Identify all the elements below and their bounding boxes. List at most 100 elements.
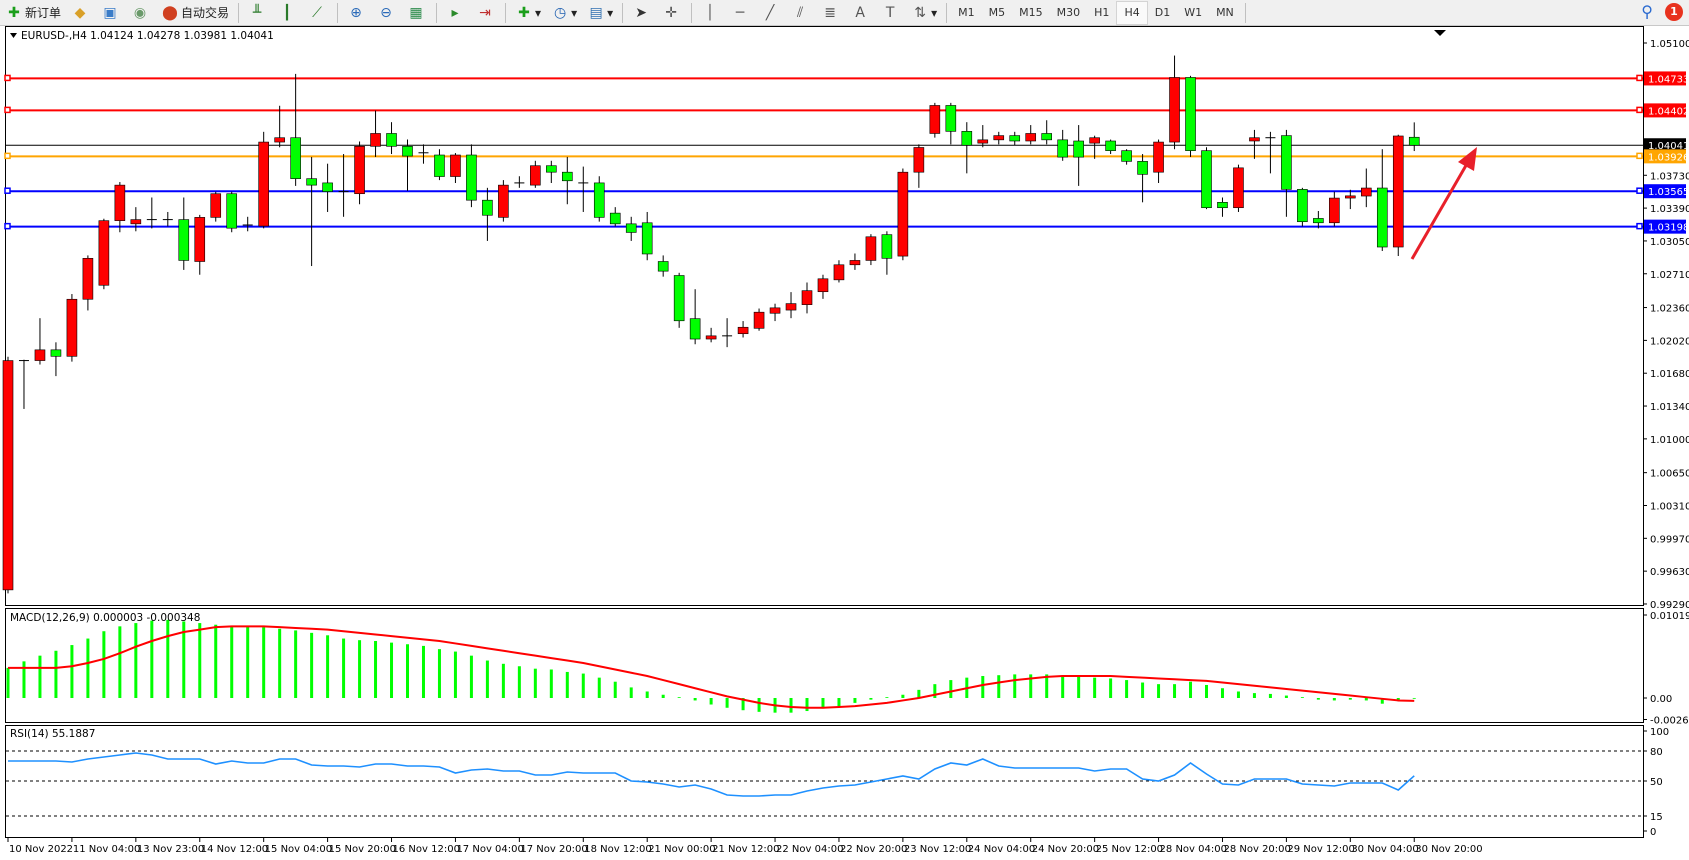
level-handle-icon[interactable] [1636,152,1643,160]
candle [498,180,509,222]
crosshair-button[interactable]: ✛ [658,2,686,24]
price-tick-label: 1.02020 [1650,336,1689,347]
auto-trading-button[interactable]: ⬤ 自动交易 [157,2,233,24]
candle-body [546,165,557,173]
candlestick-chart-icon: ┃ [282,4,292,21]
candle [2,356,14,594]
level-handle-icon[interactable] [1636,222,1643,230]
time-label: 13 Nov 23:00 [137,844,204,855]
fibonacci-button[interactable]: ≣ [817,2,845,24]
chart-shift-marker-icon[interactable] [1434,30,1446,36]
zoom-in-button[interactable]: ⊕ [343,2,371,24]
macd-histogram-bar [294,630,298,698]
macd-histogram-bar [869,698,873,700]
arrows-button[interactable]: ⇅ ▾ [907,2,941,24]
auto-scroll-button[interactable]: ▸ [442,2,470,24]
text-label-icon: T [885,4,895,21]
tile-windows-button[interactable]: ▦ [403,2,431,24]
candle-body [1073,140,1084,158]
candle [258,131,269,229]
candle [290,73,301,186]
price-axis: 1.05100 1.03730 1.03390 1.03050 1.02710 1.023… [1643,39,1689,611]
timeframe-m15[interactable]: M15 [1019,6,1043,19]
candle-body [1233,167,1244,209]
macd-histogram-bar [1380,698,1384,704]
macd-histogram-bar [1316,698,1320,700]
macd-histogram-bar [1109,678,1113,698]
candle [1392,134,1404,256]
macd-histogram-bar [38,655,42,698]
vertical-line-button[interactable]: │ [697,2,725,24]
candle-body [1185,77,1196,151]
bar-chart-icon: ╨ [252,4,262,21]
button-label: ▾ [607,5,614,20]
timeframe-bar: M1 M5 M15 M30 H1 H4 D1 W1 MN [951,0,1250,25]
market-watch-button[interactable]: ◆ [67,2,95,24]
candle [849,253,861,270]
macd-histogram-bar [661,694,665,698]
candle-body [1313,218,1324,224]
notification-badge[interactable]: 1 [1665,2,1683,21]
timeframe-mn[interactable]: MN [1216,6,1234,19]
level-handle-icon[interactable] [1636,106,1643,114]
candle [162,211,173,227]
candle-body [322,182,333,192]
text-button[interactable]: A [847,2,875,24]
candle [673,272,685,328]
level-handle-icon[interactable] [4,152,11,160]
signal-button[interactable]: ◉ [127,2,155,24]
candle [1009,131,1021,146]
timeframe-h1[interactable]: H1 [1094,6,1110,19]
level-handle-icon[interactable] [4,74,11,82]
text-label-button[interactable]: T [877,2,905,24]
candle [226,191,238,233]
candle [514,176,525,188]
level-price-box [1644,149,1686,164]
timeframe-m30[interactable]: M30 [1056,6,1081,19]
level-handle-icon[interactable] [1636,74,1643,82]
equidistant-channel-button[interactable]: ⫽ [787,2,815,24]
macd-histogram-bar [1364,698,1368,701]
candle-body [993,135,1005,141]
candle [977,125,989,148]
trendline-button[interactable]: ╱ [757,2,785,24]
timeframe-w1[interactable]: W1 [1184,6,1203,19]
bar-chart-button[interactable]: ╨ [244,2,272,24]
search-icon[interactable]: ⚲ [1641,2,1653,21]
macd-histogram-bar [901,694,905,698]
new-order-button[interactable]: ✚ 新订单 [1,2,65,24]
chart-shift-button[interactable]: ⇥ [472,2,500,24]
level-price-label: 1.04041 [1648,141,1689,152]
level-handle-icon[interactable] [1636,187,1643,194]
level-handle-icon[interactable] [4,187,11,194]
candlestick-chart-button[interactable]: ┃ [274,2,302,24]
macd-signal-line [8,625,1415,709]
candle [1057,129,1068,161]
horizontal-line-button[interactable]: ─ [727,2,755,24]
candle [945,102,957,145]
timeframe-m5[interactable]: M5 [988,6,1006,19]
macd-histogram-bar [1093,677,1097,698]
periods-clock-button[interactable]: ◷ ▾ [547,2,581,24]
line-chart-button[interactable]: ⟋ [304,2,332,24]
timeframe-h4[interactable]: H4 [1116,0,1148,25]
candle [386,122,397,155]
timeframe-d1[interactable]: D1 [1154,6,1171,19]
price-tick-label: 1.03390 [1650,204,1689,215]
level-handle-icon[interactable] [4,106,11,114]
templates-button[interactable]: ▤ ▾ [583,2,617,24]
candle [34,318,46,365]
cursor-button[interactable]: ➤ [628,2,656,24]
level-handle-icon[interactable] [4,222,11,230]
main-pane-border [5,26,1644,606]
candle-body [1025,133,1037,142]
rsi-tick-label: 0 [1650,827,1656,838]
indicators-button[interactable]: ✚ ▾ [511,2,545,24]
candle-body [1105,140,1116,151]
macd-histogram-bar [1412,697,1416,699]
timeframe-m1[interactable]: M1 [958,6,975,19]
navigator-button[interactable]: ▣ [97,2,125,24]
candle-body [1089,137,1100,144]
zoom-out-button[interactable]: ⊖ [373,2,401,24]
